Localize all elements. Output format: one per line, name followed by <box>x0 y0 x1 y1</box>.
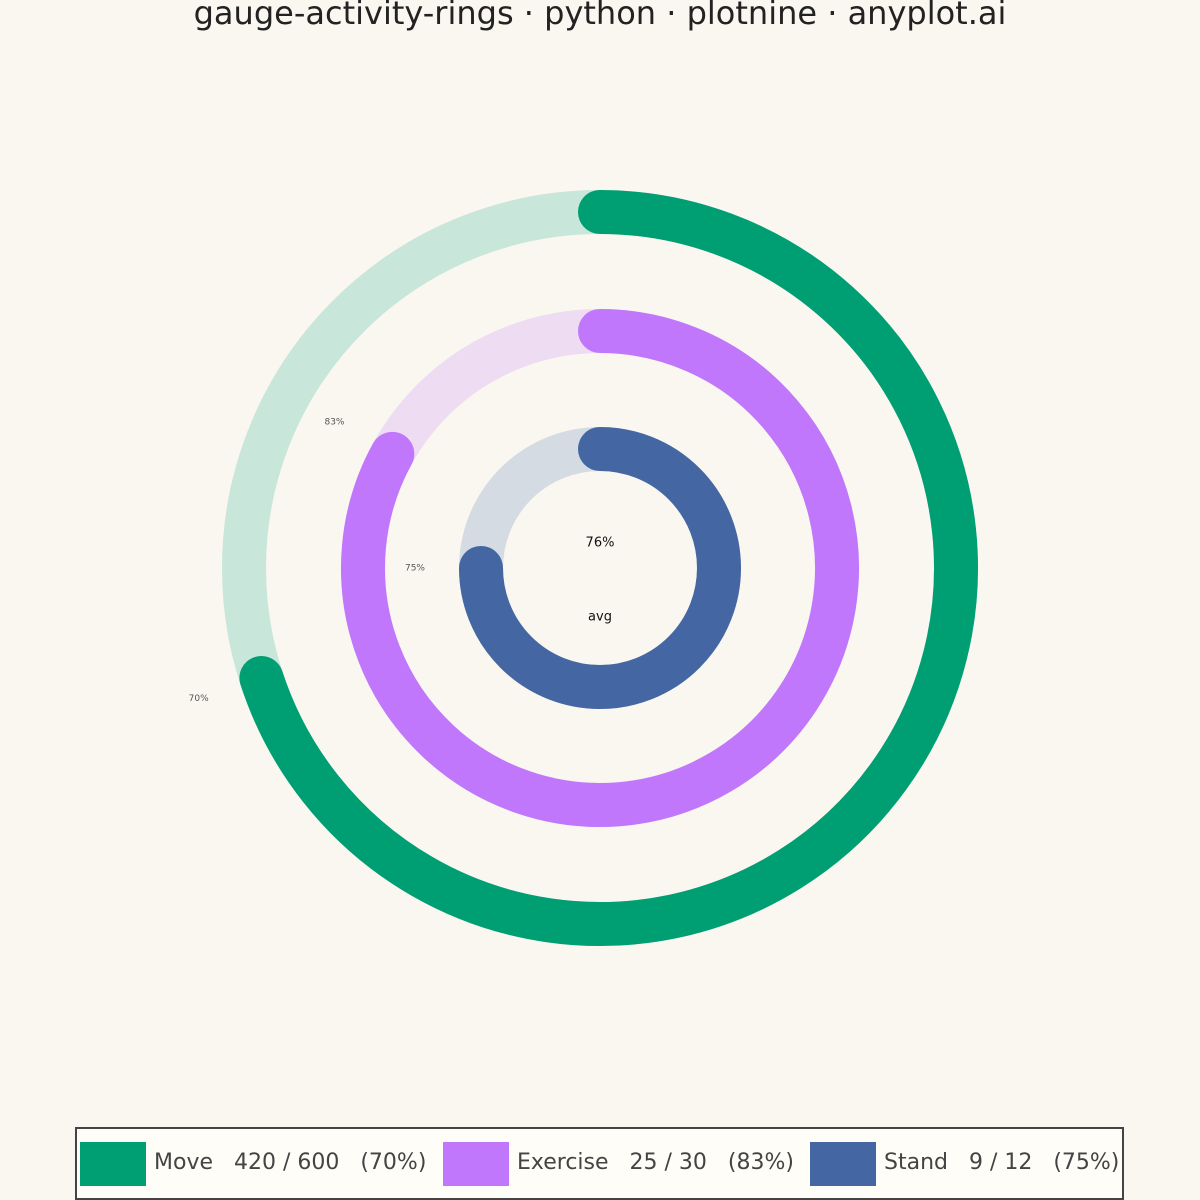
ring-arc <box>239 190 978 946</box>
center-caption: avg <box>588 610 612 625</box>
legend-swatch <box>443 1142 509 1186</box>
ring-arc <box>341 309 859 827</box>
legend-label: Exercise 25 / 30 (83%) <box>517 1150 794 1175</box>
legend-swatch <box>80 1142 146 1186</box>
value-label: 75% <box>405 564 425 574</box>
value-label: 70% <box>189 694 209 704</box>
center-value: 76% <box>586 536 615 551</box>
value-label: 83% <box>324 418 344 428</box>
legend-box <box>75 1127 1124 1200</box>
legend-swatch <box>810 1142 876 1186</box>
legend-label: Stand 9 / 12 (75%) <box>884 1150 1119 1175</box>
chart-title: gauge-activity-rings · python · plotnine… <box>194 0 1007 32</box>
ring-arc <box>459 427 741 709</box>
legend-label: Move 420 / 600 (70%) <box>154 1150 426 1175</box>
